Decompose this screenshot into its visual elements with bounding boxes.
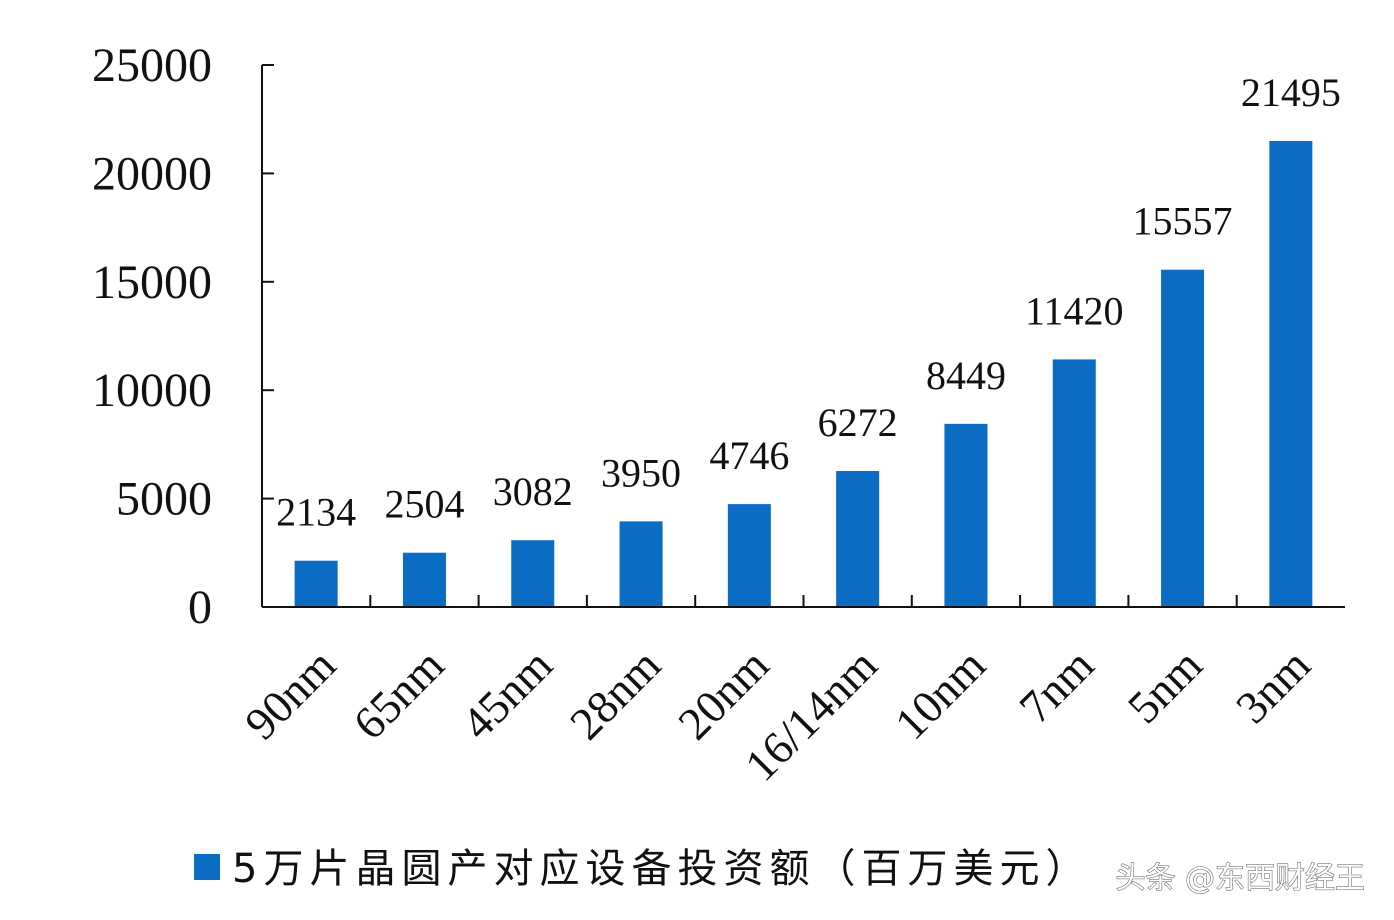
x-tick-label: 3nm — [1226, 639, 1320, 733]
x-tick-label: 7nm — [1009, 639, 1103, 733]
bar — [294, 560, 338, 607]
data-label: 11420 — [1025, 288, 1124, 333]
data-label: 2504 — [384, 482, 464, 527]
y-tick-label: 5000 — [116, 473, 212, 526]
y-tick-label: 10000 — [92, 364, 212, 417]
bar — [619, 521, 663, 607]
legend-swatch — [194, 854, 220, 880]
data-label: 15557 — [1133, 199, 1233, 244]
x-tick-label: 45nm — [452, 639, 562, 749]
x-tick-label: 65nm — [343, 639, 453, 749]
data-label: 6272 — [818, 400, 898, 445]
bar — [727, 504, 771, 607]
x-tick-label: 10nm — [885, 639, 995, 749]
bar — [402, 552, 446, 607]
x-axis-ticks — [369, 595, 1238, 607]
data-label: 2134 — [276, 490, 356, 535]
bar — [511, 540, 555, 607]
data-label: 8449 — [926, 353, 1006, 398]
x-tick-label: 90nm — [235, 639, 345, 749]
x-tick-label: 5nm — [1118, 639, 1212, 733]
bar — [836, 471, 880, 607]
y-tick-label: 0 — [188, 581, 212, 634]
watermark: 头条 @东西财经王 — [1115, 861, 1365, 896]
y-tick-label: 25000 — [92, 39, 212, 92]
y-tick-label: 15000 — [92, 256, 212, 309]
y-tick-label: 20000 — [92, 147, 212, 200]
legend-label: 5万片晶圆产对应设备投资额（百万美元） — [232, 846, 1091, 892]
bar — [1052, 359, 1096, 607]
data-label: 3082 — [493, 469, 573, 514]
bar — [1161, 269, 1205, 607]
bars — [294, 140, 1313, 607]
legend: 5万片晶圆产对应设备投资额（百万美元） — [194, 846, 1091, 892]
bar — [944, 423, 988, 607]
data-label: 21495 — [1241, 70, 1341, 115]
bar — [1269, 140, 1313, 607]
x-tick-label: 28nm — [560, 639, 670, 749]
y-axis-ticks: 0 5000 10000 15000 20000 25000 — [92, 39, 274, 634]
data-label: 3950 — [601, 450, 681, 495]
data-label: 4746 — [709, 433, 789, 478]
